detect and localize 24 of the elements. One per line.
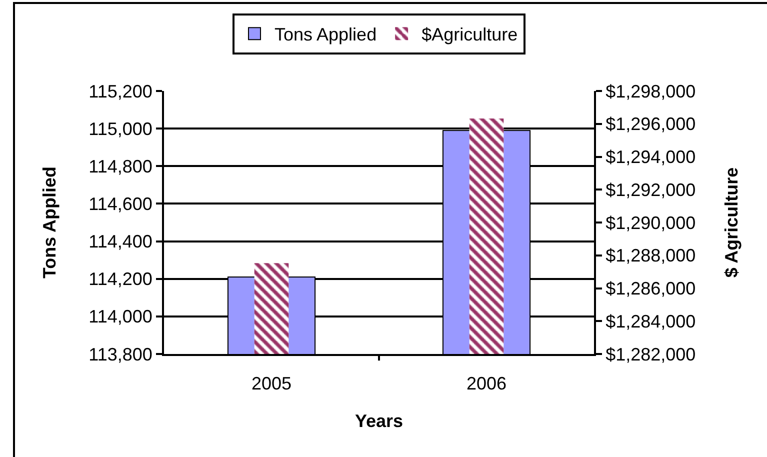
y2-axis-title: $ Agriculture [721, 167, 742, 278]
y2-tick-label: $1,296,000 [606, 114, 696, 134]
y-tick-label: 114,800 [88, 156, 152, 176]
y-tick-label: 114,600 [88, 194, 152, 214]
y2-tick-label: $1,294,000 [606, 147, 696, 168]
y2-tick-label: $1,292,000 [606, 180, 696, 200]
y2-tick-label: $1,284,000 [606, 311, 696, 332]
x-axis-title: Years [354, 411, 404, 432]
y-tick-label: 114,200 [88, 269, 152, 290]
y2-tick-label: $1,288,000 [606, 246, 696, 266]
y-axis-title: Tons Applied [39, 166, 60, 278]
y2-tick-label: $1,290,000 [606, 212, 696, 233]
x-tick-label: 2006 [466, 374, 507, 394]
x-tick-label: 2005 [251, 374, 292, 394]
legend-label: $Agriculture [422, 24, 518, 45]
y2-tick-label: $1,286,000 [606, 278, 696, 299]
y2-tick-label: $1,282,000 [606, 344, 696, 364]
y-tick-label: 115,200 [88, 81, 152, 102]
legend-label: Tons Applied [274, 24, 377, 45]
y-tick-label: 114,000 [88, 306, 152, 327]
y-tick-label: 115,000 [88, 118, 152, 139]
y-tick-label: 113,800 [88, 344, 152, 364]
y2-tick-label: $1,298,000 [606, 81, 696, 102]
y-tick-label: 114,400 [88, 232, 152, 252]
